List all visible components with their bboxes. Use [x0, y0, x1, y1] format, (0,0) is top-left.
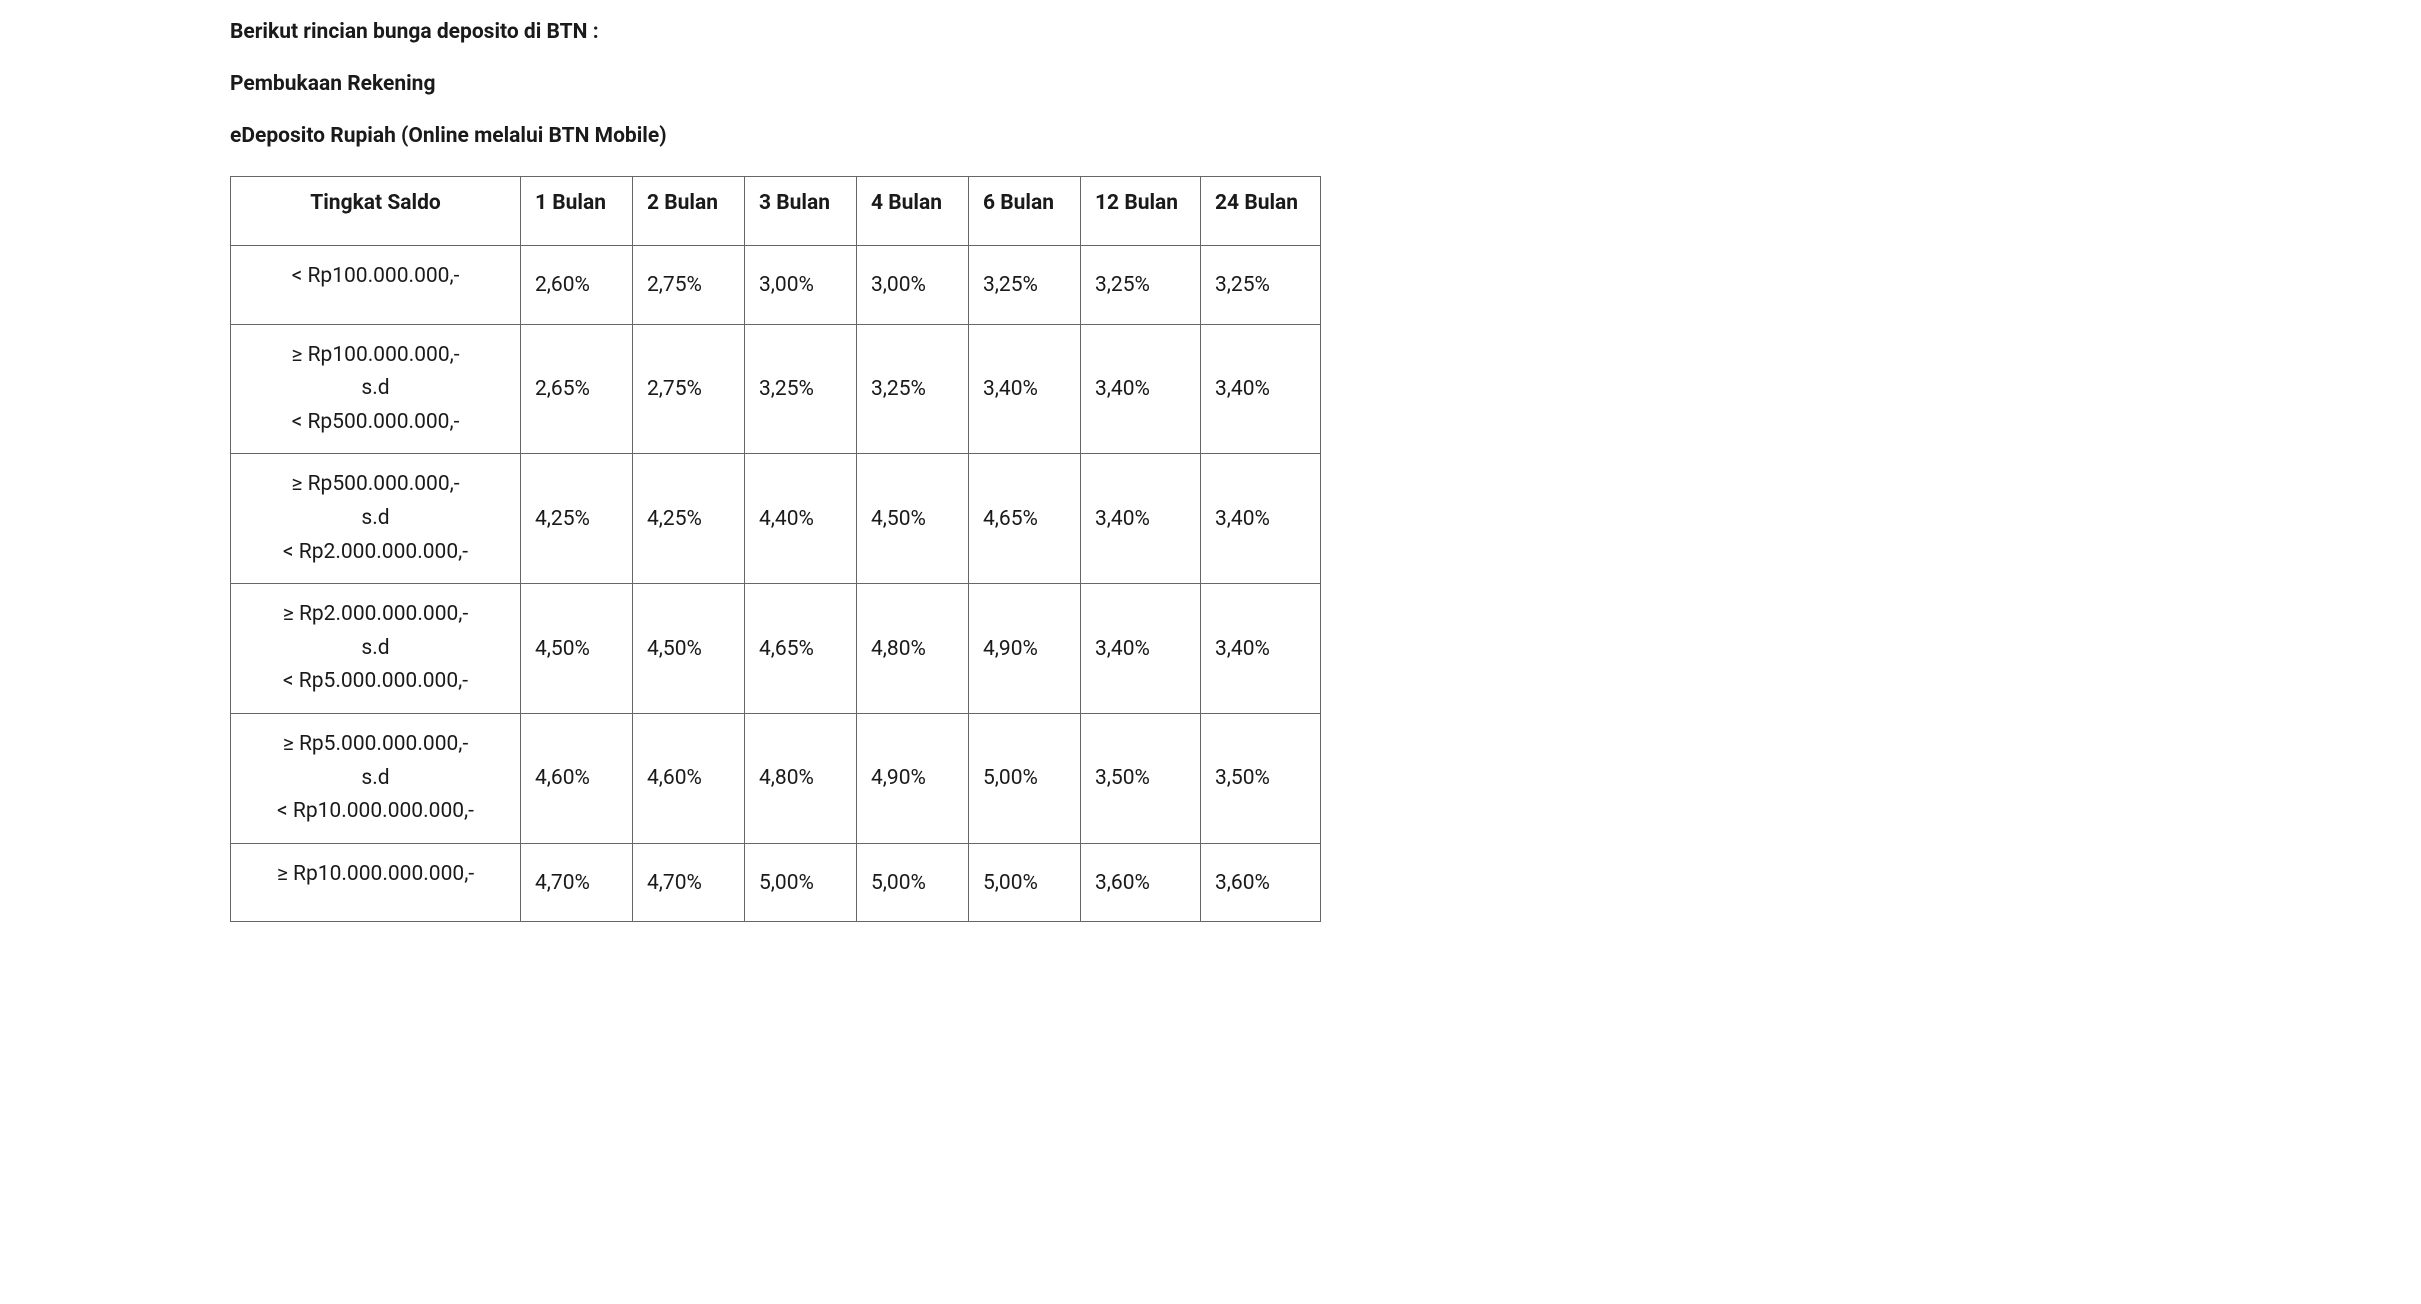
col-header-balance: Tingkat Saldo — [231, 177, 521, 246]
cell-rate: 5,00% — [969, 843, 1081, 922]
cell-rate: 4,70% — [633, 843, 745, 922]
cell-rate: 4,50% — [633, 584, 745, 714]
cell-balance-tier: ≥ Rp5.000.000.000,-s.d< Rp10.000.000.000… — [231, 713, 521, 843]
cell-rate: 3,60% — [1081, 843, 1201, 922]
table-row: ≥ Rp2.000.000.000,-s.d< Rp5.000.000.000,… — [231, 584, 1321, 714]
cell-balance-tier: ≥ Rp2.000.000.000,-s.d< Rp5.000.000.000,… — [231, 584, 521, 714]
cell-rate: 3,00% — [857, 246, 969, 325]
cell-rate: 2,75% — [633, 324, 745, 454]
balance-line: s.d — [241, 502, 510, 536]
cell-rate: 3,25% — [745, 324, 857, 454]
cell-rate: 4,80% — [745, 713, 857, 843]
balance-line: ≥ Rp500.000.000,- — [241, 468, 510, 502]
table-body: < Rp100.000.000,-2,60%2,75%3,00%3,00%3,2… — [231, 246, 1321, 922]
cell-rate: 3,40% — [1201, 584, 1321, 714]
cell-balance-tier: ≥ Rp100.000.000,-s.d< Rp500.000.000,- — [231, 324, 521, 454]
balance-line: < Rp100.000.000,- — [241, 260, 510, 294]
cell-rate: 3,00% — [745, 246, 857, 325]
cell-rate: 4,60% — [633, 713, 745, 843]
balance-line: s.d — [241, 372, 510, 406]
col-header-period: 12 Bulan — [1081, 177, 1201, 246]
deposit-rates-table: Tingkat Saldo1 Bulan2 Bulan3 Bulan4 Bula… — [230, 176, 1321, 922]
table-row: ≥ Rp100.000.000,-s.d< Rp500.000.000,-2,6… — [231, 324, 1321, 454]
cell-rate: 3,25% — [1201, 246, 1321, 325]
table-header-row: Tingkat Saldo1 Bulan2 Bulan3 Bulan4 Bula… — [231, 177, 1321, 246]
cell-rate: 3,40% — [1081, 584, 1201, 714]
table-row: ≥ Rp10.000.000.000,-4,70%4,70%5,00%5,00%… — [231, 843, 1321, 922]
cell-rate: 2,75% — [633, 246, 745, 325]
table-row: < Rp100.000.000,-2,60%2,75%3,00%3,00%3,2… — [231, 246, 1321, 325]
cell-rate: 3,40% — [1201, 324, 1321, 454]
cell-rate: 4,25% — [633, 454, 745, 584]
balance-line: ≥ Rp5.000.000.000,- — [241, 728, 510, 762]
cell-rate: 4,90% — [857, 713, 969, 843]
balance-line: < Rp500.000.000,- — [241, 406, 510, 440]
cell-rate: 2,65% — [521, 324, 633, 454]
cell-rate: 3,60% — [1201, 843, 1321, 922]
section-heading: Pembukaan Rekening — [230, 72, 2421, 96]
cell-rate: 3,25% — [969, 246, 1081, 325]
cell-rate: 2,60% — [521, 246, 633, 325]
cell-rate: 3,25% — [857, 324, 969, 454]
col-header-period: 6 Bulan — [969, 177, 1081, 246]
balance-line: < Rp10.000.000.000,- — [241, 795, 510, 829]
cell-rate: 3,40% — [1201, 454, 1321, 584]
cell-rate: 4,65% — [969, 454, 1081, 584]
cell-rate: 4,65% — [745, 584, 857, 714]
cell-rate: 4,50% — [521, 584, 633, 714]
cell-balance-tier: ≥ Rp10.000.000.000,- — [231, 843, 521, 922]
cell-rate: 5,00% — [857, 843, 969, 922]
col-header-period: 4 Bulan — [857, 177, 969, 246]
balance-line: ≥ Rp10.000.000.000,- — [241, 858, 510, 892]
table-header: Tingkat Saldo1 Bulan2 Bulan3 Bulan4 Bula… — [231, 177, 1321, 246]
cell-rate: 4,60% — [521, 713, 633, 843]
cell-rate: 4,80% — [857, 584, 969, 714]
cell-rate: 4,40% — [745, 454, 857, 584]
col-header-period: 2 Bulan — [633, 177, 745, 246]
cell-balance-tier: ≥ Rp500.000.000,-s.d< Rp2.000.000.000,- — [231, 454, 521, 584]
cell-rate: 3,50% — [1201, 713, 1321, 843]
balance-line: ≥ Rp2.000.000.000,- — [241, 598, 510, 632]
balance-line: < Rp2.000.000.000,- — [241, 536, 510, 570]
cell-rate: 4,50% — [857, 454, 969, 584]
cell-rate: 5,00% — [745, 843, 857, 922]
col-header-period: 3 Bulan — [745, 177, 857, 246]
balance-line: ≥ Rp100.000.000,- — [241, 339, 510, 373]
cell-rate: 3,25% — [1081, 246, 1201, 325]
cell-balance-tier: < Rp100.000.000,- — [231, 246, 521, 325]
balance-line: s.d — [241, 762, 510, 796]
balance-line: < Rp5.000.000.000,- — [241, 665, 510, 699]
cell-rate: 3,40% — [1081, 324, 1201, 454]
balance-line: s.d — [241, 632, 510, 666]
table-row: ≥ Rp5.000.000.000,-s.d< Rp10.000.000.000… — [231, 713, 1321, 843]
cell-rate: 4,70% — [521, 843, 633, 922]
cell-rate: 3,50% — [1081, 713, 1201, 843]
cell-rate: 5,00% — [969, 713, 1081, 843]
cell-rate: 4,90% — [969, 584, 1081, 714]
table-row: ≥ Rp500.000.000,-s.d< Rp2.000.000.000,-4… — [231, 454, 1321, 584]
col-header-period: 1 Bulan — [521, 177, 633, 246]
cell-rate: 4,25% — [521, 454, 633, 584]
subsection-heading: eDeposito Rupiah (Online melalui BTN Mob… — [230, 124, 2421, 148]
cell-rate: 3,40% — [969, 324, 1081, 454]
col-header-period: 24 Bulan — [1201, 177, 1321, 246]
cell-rate: 3,40% — [1081, 454, 1201, 584]
intro-text: Berikut rincian bunga deposito di BTN : — [230, 20, 2421, 44]
